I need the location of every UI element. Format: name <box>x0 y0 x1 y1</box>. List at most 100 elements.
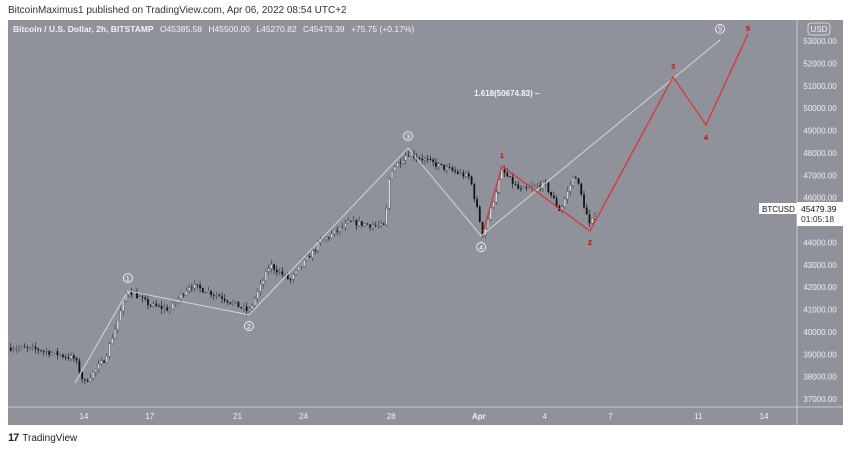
candle-down <box>223 298 226 301</box>
candle-up <box>358 221 361 226</box>
candle-up <box>410 153 413 157</box>
candle-up <box>92 371 95 379</box>
candle-up <box>152 303 155 306</box>
candle-down <box>62 354 64 357</box>
price-tick-label: 42000.00 <box>803 283 837 292</box>
candle-down <box>149 305 152 306</box>
candle-down <box>144 297 147 300</box>
candle-down <box>160 305 163 309</box>
candle-down <box>517 184 520 189</box>
candle-down <box>552 195 555 199</box>
candle-up <box>100 360 103 365</box>
candle-down <box>399 162 402 164</box>
candle-down <box>470 176 473 185</box>
candle-up <box>292 274 295 280</box>
candle-down <box>37 349 40 351</box>
candle-up <box>333 230 336 234</box>
candle-up <box>533 185 536 187</box>
candle-up <box>300 266 303 268</box>
price-tick-label: 44000.00 <box>803 238 837 247</box>
candle-up <box>528 187 531 189</box>
candle-down <box>275 269 278 273</box>
candle-up <box>495 191 498 203</box>
price-tag-countdown: 01:05:18 <box>801 214 834 224</box>
fib-extension-label: 1.618(50674.83) – <box>474 89 540 98</box>
candle-down <box>308 256 311 258</box>
candle-down <box>555 198 558 206</box>
wave-circle-icon <box>476 242 487 252</box>
chart-background <box>8 20 843 425</box>
candle-up <box>341 226 344 229</box>
red-wave-label: 5 <box>746 24 750 33</box>
candle-down <box>314 250 317 251</box>
candle-up <box>127 291 130 295</box>
candle-down <box>509 176 511 178</box>
candle-down <box>240 307 243 309</box>
wave-circle-icon <box>403 131 413 141</box>
candle-up <box>330 233 333 238</box>
candle-up <box>388 178 391 209</box>
candle-down <box>432 159 435 163</box>
candle-up <box>253 298 256 306</box>
candles <box>9 149 597 385</box>
candle-down <box>196 284 199 285</box>
candle-up <box>119 310 122 321</box>
candle-up <box>522 187 525 189</box>
candle-down <box>81 372 84 380</box>
candle-down <box>229 302 232 304</box>
time-tick-label: 24 <box>299 412 308 421</box>
candle-up <box>571 177 575 186</box>
candle-up <box>70 355 73 359</box>
candle-down <box>429 159 432 161</box>
candle-up <box>377 225 380 227</box>
candle-down <box>525 187 528 189</box>
candle-down <box>73 355 75 359</box>
red-wave-label: 3 <box>671 62 675 71</box>
candle-up <box>256 291 259 299</box>
candle-down <box>158 305 160 307</box>
candle-up <box>390 170 394 180</box>
candle-down <box>443 164 446 170</box>
candle-up <box>401 160 405 164</box>
candle-down <box>520 188 522 190</box>
currency-badge[interactable]: USD <box>807 22 831 36</box>
candle-down <box>166 307 169 311</box>
candle-up <box>393 166 396 172</box>
candle-down <box>574 177 577 179</box>
time-tick-label: 17 <box>145 412 154 421</box>
candle-down <box>478 206 481 223</box>
candle-up <box>242 306 245 309</box>
candle-up <box>193 284 196 289</box>
red-wave-line <box>482 33 749 233</box>
candle-up <box>396 162 399 168</box>
time-axis[interactable]: 14 17 21 24 28 Apr 4 7 11 14 <box>80 412 770 421</box>
candle-up <box>207 290 210 294</box>
candle-down <box>34 346 37 350</box>
candle-down <box>182 294 185 296</box>
candle-up <box>163 307 166 309</box>
candle-down <box>550 191 553 196</box>
candle-up <box>297 266 300 271</box>
time-tick-label: 21 <box>233 412 242 421</box>
candle-up <box>31 346 34 348</box>
candle-up <box>116 319 119 330</box>
price-tag-symbol: BTCUSD <box>762 205 795 214</box>
candle-up <box>138 296 141 299</box>
candle-down <box>511 176 514 184</box>
candle-up <box>188 287 191 292</box>
price-axis[interactable]: 53000.00 52000.00 51000.00 50000.00 49000.00… <box>803 37 837 404</box>
candle-up <box>278 271 281 273</box>
time-tick-label: 7 <box>608 412 613 421</box>
candle-up <box>28 347 32 349</box>
candle-down <box>467 173 470 177</box>
candle-down <box>136 292 138 299</box>
candle-up <box>486 219 490 229</box>
low-value: L45270.82 <box>256 24 297 34</box>
candle-down <box>426 158 429 160</box>
candle-up <box>385 208 388 225</box>
candle-up <box>563 198 566 207</box>
candle-down <box>448 167 451 168</box>
candle-up <box>12 349 15 351</box>
candle-up <box>18 347 21 350</box>
